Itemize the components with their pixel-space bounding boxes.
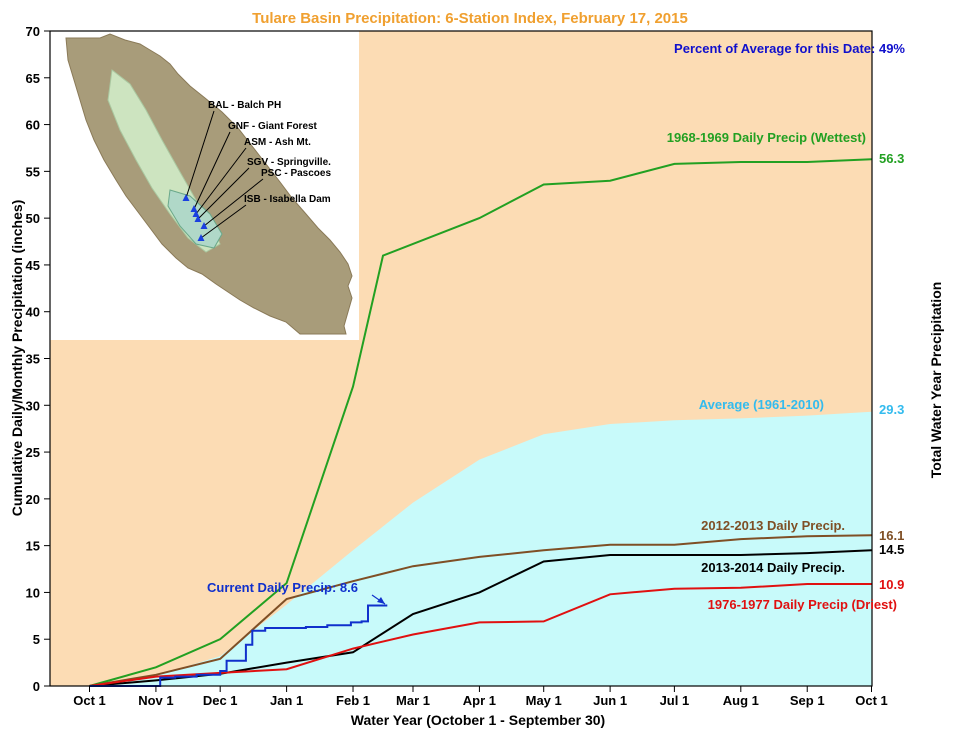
y-tick-label: 35	[26, 352, 40, 367]
station-label: ISB - Isabella Dam	[244, 194, 331, 205]
y-tick-label: 65	[26, 71, 40, 86]
x-tick-label: Dec 1	[203, 693, 238, 708]
x-tick-label: Oct 1	[73, 693, 106, 708]
x-tick-label: Mar 1	[396, 693, 430, 708]
station-marker-icon	[182, 194, 190, 201]
average-area	[89, 411, 872, 686]
y-tick-label: 30	[26, 398, 40, 413]
x-tick-label: May 1	[526, 693, 562, 708]
x-tick-label: Apr 1	[463, 693, 496, 708]
station-marker-icon	[190, 205, 198, 212]
x-tick-label: Jun 1	[593, 693, 627, 708]
series-label-current: Current Daily Precip: 8.6	[207, 580, 358, 595]
series-label-2012-2013: 2012-2013 Daily Precip.	[701, 518, 845, 533]
y-tick-label: 25	[26, 445, 40, 460]
station-leader	[185, 110, 215, 199]
y-tick-label: 45	[26, 258, 40, 273]
series-label-wettest: 1968-1969 Daily Precip (Wettest)	[667, 130, 866, 145]
y-tick-label: 40	[26, 305, 40, 320]
y-tick-label: 70	[26, 24, 40, 39]
x-tick-label: Oct 1	[855, 693, 888, 708]
y-axis-label-right: Total Water Year Precipitation	[928, 282, 944, 479]
chart-subtitle: Percent of Average for this Date: 49%	[674, 41, 905, 56]
total-label-average: 29.3	[879, 402, 904, 417]
station-marker-icon	[197, 234, 205, 241]
x-tick-label: Jan 1	[270, 693, 303, 708]
series-line-current	[89, 604, 388, 687]
station-leader	[197, 167, 250, 220]
current-label-arrowhead	[377, 597, 385, 604]
station-label: ASM - Ash Mt.	[244, 137, 311, 148]
map-inset: BAL - Balch PH GNF - Giant Forest ASM - As…	[50, 31, 359, 340]
station-leader	[193, 131, 231, 210]
x-tick-label: Aug 1	[723, 693, 759, 708]
y-tick-label: 15	[26, 539, 40, 554]
total-label-2013-2014: 14.5	[879, 542, 904, 557]
y-tick-label: 20	[26, 492, 40, 507]
tulare-basin	[167, 189, 223, 249]
station-leader	[195, 147, 247, 215]
x-axis-label: Water Year (October 1 - September 30)	[351, 712, 605, 728]
station-label: BAL - Balch PH	[208, 100, 281, 111]
station-label: PSC - Pascoes	[261, 168, 331, 179]
series-label-driest: 1976-1977 Daily Precip (Driest)	[708, 597, 897, 612]
x-tick-label: Sep 1	[790, 693, 825, 708]
y-tick-label: 60	[26, 118, 40, 133]
y-tick-label: 0	[33, 679, 40, 694]
series-label-2013-2014: 2013-2014 Daily Precip.	[701, 560, 845, 575]
total-label-driest: 10.9	[879, 577, 904, 592]
y-tick-label: 10	[26, 585, 40, 600]
y-tick-label: 5	[33, 632, 40, 647]
station-marker-icon	[194, 215, 202, 222]
total-label-2012-2013: 16.1	[879, 528, 904, 543]
total-label-wettest: 56.3	[879, 151, 904, 166]
station-label: GNF - Giant Forest	[228, 121, 318, 132]
x-tick-label: Nov 1	[138, 693, 173, 708]
y-axis-label: Cumulative Daily/Monthly Precipitation (…	[9, 200, 25, 517]
y-tick-label: 55	[26, 164, 40, 179]
series-label-average: Average (1961-2010)	[699, 397, 824, 412]
station-leader	[203, 178, 264, 227]
station-marker-icon	[192, 210, 200, 217]
station-label: SGV - Springville.	[247, 157, 331, 168]
x-tick-label: Feb 1	[336, 693, 370, 708]
chart-title: Tulare Basin Precipitation: 6-Station In…	[252, 10, 688, 27]
station-marker-icon	[200, 222, 208, 229]
y-tick-label: 50	[26, 211, 40, 226]
series-line	[89, 158, 872, 687]
x-tick-label: Jul 1	[660, 693, 690, 708]
station-leader	[200, 204, 247, 239]
series-line	[89, 534, 872, 687]
